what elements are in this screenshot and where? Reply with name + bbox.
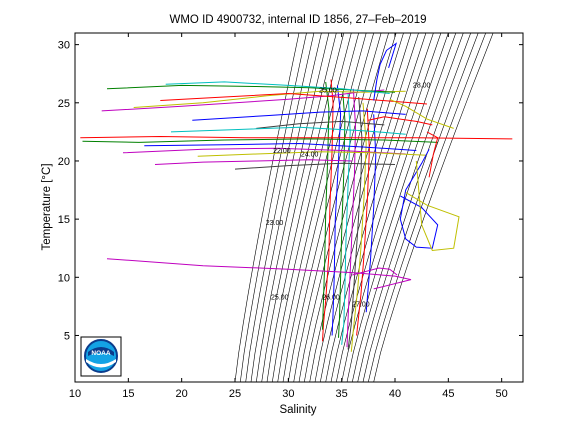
profile-line bbox=[256, 120, 385, 129]
profile-line bbox=[331, 85, 342, 336]
profile-line bbox=[82, 138, 438, 143]
density-contour-line bbox=[240, 33, 307, 382]
noaa-logo-text: NOAA bbox=[91, 350, 110, 357]
x-axis-ticks: 10 15 20 25 30 35 40 45 50 bbox=[69, 33, 508, 400]
profile-line bbox=[399, 149, 439, 249]
profile-line bbox=[346, 88, 357, 348]
profile-line bbox=[368, 116, 433, 126]
density-contour-line bbox=[346, 33, 457, 382]
contour-label: 25.00 bbox=[271, 294, 289, 301]
profile-line bbox=[234, 162, 396, 170]
x-tick-label: 15 bbox=[122, 388, 134, 400]
y-axis-ticks: 5 10 15 20 25 30 bbox=[58, 40, 523, 342]
y-tick-label: 5 bbox=[64, 330, 70, 342]
x-tick-label: 25 bbox=[229, 388, 241, 400]
contour-label: 27.00 bbox=[352, 301, 370, 308]
density-contour-line bbox=[245, 33, 315, 382]
profile-line bbox=[197, 151, 428, 157]
y-axis-label: Temperature [°C] bbox=[41, 163, 53, 250]
density-contour-line bbox=[250, 33, 322, 382]
y-tick-label: 20 bbox=[58, 156, 70, 168]
density-contour-line bbox=[234, 33, 300, 382]
density-contour-line bbox=[282, 33, 367, 382]
plot-area bbox=[75, 33, 523, 382]
y-tick-label: 10 bbox=[58, 272, 70, 284]
profile-line bbox=[389, 98, 454, 129]
profile-series bbox=[80, 42, 513, 352]
profile-line bbox=[352, 267, 398, 276]
profile-line bbox=[405, 160, 460, 252]
profile-line bbox=[338, 91, 346, 338]
noaa-logo: NOAA bbox=[80, 336, 122, 377]
profile-line bbox=[165, 81, 390, 94]
x-tick-label: 45 bbox=[442, 388, 454, 400]
contour-label: 22.00 bbox=[273, 148, 291, 155]
profile-line bbox=[106, 258, 412, 290]
x-tick-label: 35 bbox=[336, 388, 348, 400]
profile-line bbox=[80, 135, 513, 140]
profile-line bbox=[356, 108, 370, 336]
profile-line bbox=[154, 159, 353, 165]
contour-label: 23.00 bbox=[266, 220, 284, 227]
density-contour-line bbox=[341, 33, 449, 382]
density-contour-line bbox=[288, 33, 374, 382]
profile-line bbox=[341, 93, 351, 345]
profile-line bbox=[322, 81, 330, 330]
profile-line bbox=[170, 126, 406, 135]
contour-label: 26.00 bbox=[322, 294, 340, 301]
density-contour-line bbox=[336, 33, 442, 382]
density-contour-line bbox=[357, 33, 471, 382]
density-contour-line bbox=[373, 33, 494, 382]
profile-line bbox=[160, 92, 428, 105]
contour-labels: 22.00 23.00 24.00 25.00 25.00 26.00 27.00 28.00 bbox=[266, 83, 431, 309]
x-tick-label: 30 bbox=[282, 388, 294, 400]
chart-title: WMO ID 4900732, internal ID 1856, 27–Feb… bbox=[170, 14, 427, 26]
y-tick-label: 15 bbox=[58, 214, 70, 226]
profile-line bbox=[192, 110, 406, 121]
contour-label: 28.00 bbox=[413, 83, 431, 90]
y-tick-label: 30 bbox=[58, 40, 70, 52]
contour-label: 24.00 bbox=[301, 151, 319, 158]
profile-line bbox=[426, 131, 439, 178]
density-contour-line bbox=[277, 33, 359, 382]
profile-line bbox=[144, 142, 417, 151]
profile-line bbox=[365, 114, 377, 313]
density-contour-line bbox=[325, 33, 427, 382]
x-tick-label: 10 bbox=[69, 388, 81, 400]
y-tick-label: 25 bbox=[58, 98, 70, 110]
profile-line bbox=[350, 102, 367, 352]
x-tick-label: 20 bbox=[176, 388, 188, 400]
profile-line bbox=[122, 147, 406, 155]
plot-frame bbox=[74, 32, 524, 383]
profile-line bbox=[322, 79, 334, 342]
x-axis-label: Salinity bbox=[279, 404, 316, 416]
density-contour-line bbox=[362, 33, 479, 382]
x-tick-label: 40 bbox=[389, 388, 401, 400]
density-contour-line bbox=[309, 33, 404, 382]
contour-label: 25.00 bbox=[319, 87, 337, 94]
x-tick-label: 50 bbox=[496, 388, 508, 400]
profile-line bbox=[373, 42, 398, 101]
